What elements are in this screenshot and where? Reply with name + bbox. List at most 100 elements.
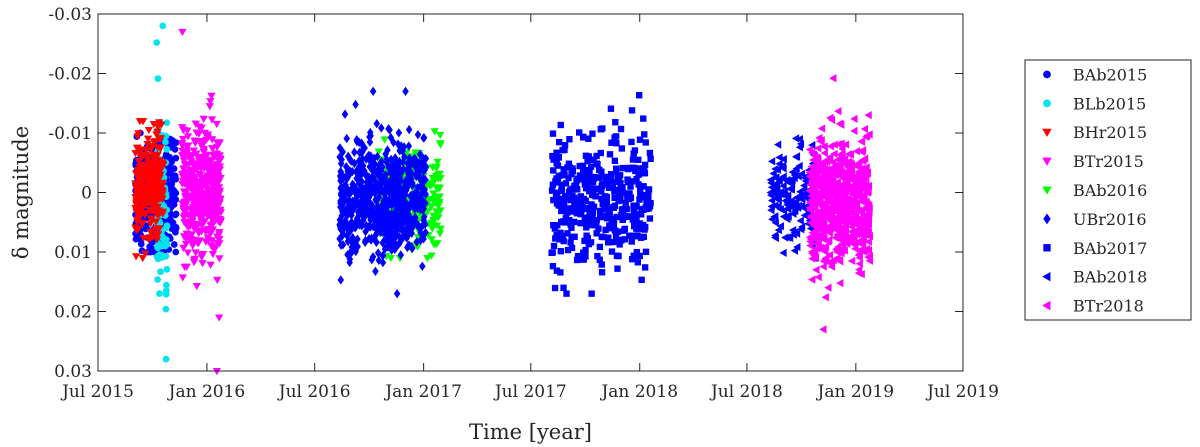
data-point <box>207 92 216 100</box>
data-point <box>194 209 203 218</box>
data-point <box>357 203 365 213</box>
data-point <box>432 208 441 216</box>
data-point <box>339 240 347 250</box>
data-point <box>436 131 445 140</box>
data-point <box>577 220 584 227</box>
data-point <box>771 201 779 210</box>
data-point <box>636 136 644 143</box>
data-point <box>571 201 578 208</box>
data-point <box>208 145 217 153</box>
data-point <box>210 153 219 161</box>
data-point <box>590 175 597 182</box>
data-point <box>378 178 385 188</box>
data-point <box>395 128 403 138</box>
data-point <box>820 157 828 166</box>
data-point <box>383 185 391 195</box>
data-point <box>353 213 361 224</box>
data-point <box>828 175 836 184</box>
data-point <box>771 218 779 227</box>
data-point <box>156 290 163 297</box>
data-point <box>812 244 821 253</box>
data-point <box>641 161 649 169</box>
data-point <box>432 185 442 193</box>
data-point <box>851 202 859 211</box>
data-point <box>617 179 624 187</box>
data-point <box>385 227 392 237</box>
data-point <box>628 238 635 245</box>
data-point <box>211 213 220 221</box>
data-point <box>198 153 207 162</box>
data-point <box>386 125 393 135</box>
data-point <box>182 230 191 238</box>
data-point <box>389 214 396 225</box>
data-point <box>615 197 622 205</box>
series-BTr2015 <box>178 28 226 376</box>
legend-label: BAb2016 <box>1073 181 1147 200</box>
data-point <box>637 170 644 177</box>
data-point <box>139 166 148 175</box>
data-point <box>844 167 852 176</box>
data-point <box>348 156 355 166</box>
data-point <box>856 207 865 216</box>
data-point <box>836 278 844 288</box>
data-point <box>171 211 179 219</box>
data-point <box>821 293 829 302</box>
data-point <box>362 154 370 164</box>
data-point <box>153 123 163 131</box>
data-point <box>138 178 147 186</box>
data-point <box>784 212 792 221</box>
data-point <box>433 158 442 166</box>
data-point <box>641 131 648 138</box>
data-point <box>602 226 609 234</box>
data-point <box>568 208 575 215</box>
data-point <box>182 147 191 155</box>
data-point <box>792 229 801 238</box>
data-point <box>603 194 610 201</box>
data-point <box>852 173 860 182</box>
data-point <box>355 187 362 197</box>
data-point <box>814 273 822 282</box>
legend-label: BAb2017 <box>1073 239 1147 258</box>
data-point <box>179 170 189 178</box>
data-point <box>163 222 171 230</box>
data-point <box>142 146 151 154</box>
data-point <box>435 140 445 148</box>
data-point <box>826 142 834 151</box>
data-point <box>601 212 609 219</box>
data-point <box>207 156 216 164</box>
data-point <box>859 247 867 256</box>
data-point <box>613 140 620 147</box>
data-point <box>850 126 858 136</box>
data-point <box>635 156 642 164</box>
data-point <box>163 145 171 153</box>
data-point <box>433 240 442 248</box>
data-point <box>370 206 377 217</box>
data-point <box>589 130 596 137</box>
data-point <box>419 261 426 271</box>
data-point <box>593 220 600 227</box>
data-point <box>806 180 814 189</box>
data-point <box>415 203 422 213</box>
data-point <box>807 213 815 222</box>
data-point <box>629 156 637 163</box>
data-point <box>807 162 815 171</box>
data-point <box>201 157 210 165</box>
data-point <box>789 209 797 218</box>
data-point <box>378 123 385 133</box>
data-point <box>172 189 180 197</box>
data-point <box>408 228 415 238</box>
data-point <box>192 282 201 291</box>
data-point <box>831 222 839 232</box>
data-point <box>557 248 565 255</box>
data-point <box>132 207 141 216</box>
data-point <box>136 147 146 155</box>
legend-marker <box>1042 271 1051 282</box>
data-point <box>597 149 604 157</box>
data-point <box>844 232 852 242</box>
data-point <box>618 206 626 213</box>
data-point <box>418 182 425 193</box>
data-point <box>592 185 600 192</box>
data-point <box>828 212 836 221</box>
data-point <box>776 222 784 231</box>
